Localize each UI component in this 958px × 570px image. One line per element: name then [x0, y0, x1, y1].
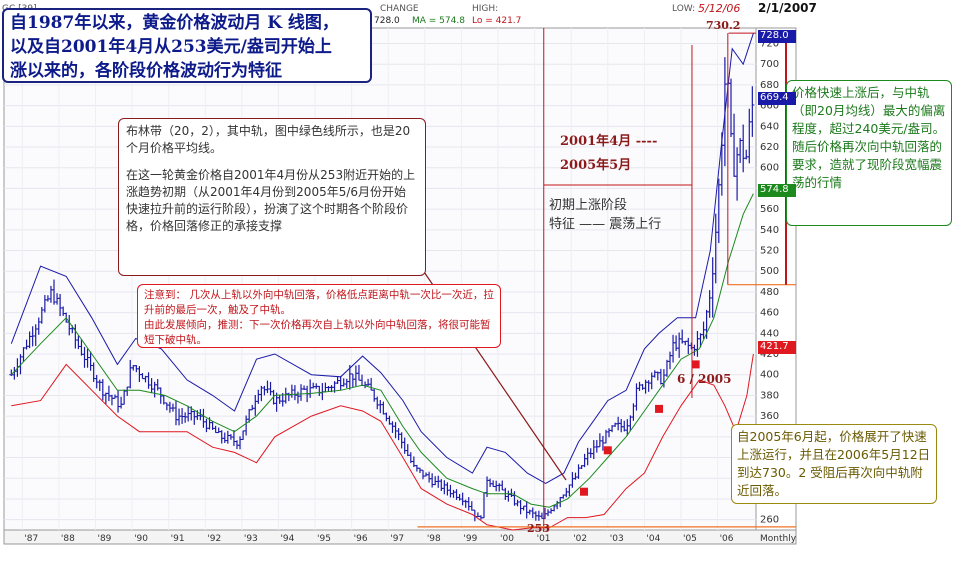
bollinger-bands: [10, 33, 754, 531]
early-stage-line2: 特征 —— 震荡上行: [549, 217, 662, 232]
period-label-line2: 2005年5月: [560, 158, 632, 173]
x-tick-label-1996: '96: [354, 534, 368, 544]
current-price-tag: 669.4: [758, 92, 796, 105]
attention-note-line2: 由此发展倾向，推测：下一次价格再次自上轨以外向中轨回落，将很可能暂短下破中轨。: [144, 319, 491, 346]
y-tick-label-560: 560: [760, 204, 779, 215]
x-tick-label-2006: '06: [720, 534, 734, 544]
x-tick-label-1994: '94: [280, 534, 294, 544]
y-tick-label-620: 620: [760, 142, 779, 153]
header-low-label: LOW:: [672, 4, 696, 14]
y-tick-label-440: 440: [760, 328, 779, 339]
x-tick-label-1990: '90: [134, 534, 148, 544]
title-line-1: 自1987年以来，黄金价格波动月 K 线图，: [10, 13, 339, 33]
bollinger-note-box: 布林带（20，2），其中轨，图中绿色线所示，也是20个月价格平均线。 在这一轮黄…: [118, 118, 426, 276]
y-tick-label-460: 460: [760, 308, 779, 319]
title-line-2: 以及自2001年4月从253美元/盎司开始上: [10, 37, 332, 57]
attention-note-line1: 注意到： 几次从上轨以外向中轨回落，价格低点距离中轨一次比一次近，拉升前的最后一…: [144, 289, 494, 316]
y-tick-label-260: 260: [760, 515, 779, 526]
title-line-3: 涨以来的，各阶段价格波动行为特征: [10, 61, 282, 81]
x-tick-label-2001: '01: [537, 534, 551, 544]
lower-band-tag: 421.7: [758, 341, 796, 354]
header-date-note: 5/12/06: [698, 2, 741, 15]
x-tick-label-1993: '93: [244, 534, 258, 544]
x-tick-label-1991: '91: [171, 534, 185, 544]
x-tick-label-1998: '98: [427, 534, 441, 544]
red-markers: [580, 360, 700, 496]
x-tick-label-1987: '87: [24, 534, 38, 544]
y-tick-label-500: 500: [760, 266, 779, 277]
deviation-note-box: 价格快速上涨后，与中轨（即20月均线）最大的偏离程度，超过240美元/盎司。随后…: [786, 80, 952, 226]
y-tick-label-520: 520: [760, 246, 779, 257]
plot-area: [3, 27, 757, 531]
title-box: 自1987年以来，黄金价格波动月 K 线图， 以及自2001年4月从253美元/…: [2, 8, 372, 83]
red-square-marker-1: [603, 446, 612, 455]
x-tick-label-1995: '95: [317, 534, 331, 544]
header-high-label: HIGH:: [472, 4, 499, 14]
x-tick-label-2005: '05: [683, 534, 697, 544]
header-change-label: CHANGE: [380, 4, 419, 14]
y-tick-label-540: 540: [760, 225, 779, 236]
middle-band-line: [10, 193, 754, 508]
y-tick-label-360: 360: [760, 411, 779, 422]
period-label: 2001年4月 ---- 2005年5月: [556, 132, 690, 176]
early-stage-line1: 初期上涨阶段: [549, 198, 628, 213]
x-tick-label-2000: '00: [500, 534, 514, 544]
red-square-marker-0: [580, 487, 589, 496]
upper-band-tag: 728.0: [758, 30, 796, 43]
x-tick-label-1999: '99: [463, 534, 477, 544]
y-tick-label-660: 660: [760, 101, 779, 112]
lower-band-line: [11, 353, 754, 531]
upper-band-line: [10, 33, 754, 484]
header-ma: MA = 574.8: [412, 16, 465, 26]
low-label: 253: [527, 522, 550, 535]
header-hi: 728.0: [374, 16, 400, 26]
x-tick-label-1988: '88: [61, 534, 75, 544]
middle-band-tag: 574.8: [758, 184, 796, 197]
header-lo: Lo = 421.7: [472, 16, 522, 26]
header-date: 2/1/2007: [758, 1, 817, 15]
x-axis: '87 '88 '89 '90 '91 '92 '93 '94 '95 '96 '97 '98 '99 '…: [24, 534, 796, 544]
red-square-marker-3: [691, 360, 700, 369]
y-tick-label-600: 600: [760, 163, 779, 174]
y-tick-label-700: 700: [760, 59, 779, 70]
time-axis-area: [3, 529, 797, 545]
x-tick-label-2004: '04: [646, 534, 660, 544]
y-tick-label-640: 640: [760, 121, 779, 132]
x-tick-label-2002: '02: [573, 534, 587, 544]
y-tick-label-380: 380: [760, 390, 779, 401]
early-stage-label: 初期上涨阶段 特征 —— 震荡上行: [545, 196, 691, 238]
x-tick-label-1989: '89: [97, 534, 111, 544]
y-tick-label-480: 480: [760, 287, 779, 298]
peak-label: 730.2: [706, 19, 741, 32]
y-tick-label-720: 720: [760, 39, 779, 50]
price-bars: [9, 57, 755, 522]
rally-note-box: 自2005年6月起，价格展开了快速上涨运行，并且在2006年5月12日到达730…: [731, 424, 937, 504]
y-tick-label-420: 420: [760, 349, 779, 360]
y-tick-label-680: 680: [760, 80, 779, 91]
bollinger-note-p1: 布林带（20，2），其中轨，图中绿色线所示，也是20个月价格平均线。: [126, 124, 411, 155]
attention-note-box: 注意到： 几次从上轨以外向中轨回落，价格低点距离中轨一次比一次近，拉升前的最后一…: [137, 284, 501, 348]
period-label-line1: 2001年4月 ----: [560, 134, 658, 149]
x-tick-label-monthly: Monthly: [760, 534, 797, 544]
deviation-note-text: 价格快速上涨后，与中轨（即20月均线）最大的偏离程度，超过240美元/盎司。随后…: [792, 85, 946, 190]
bollinger-note-p2: 在这一轮黄金价格自2001年4月份从253附近开始的上涨趋势初期（从2001年4…: [126, 168, 416, 233]
x-tick-label-1992: '92: [207, 534, 221, 544]
june-2005-label: 6 / 2005: [677, 372, 732, 386]
rally-note-text: 自2005年6月起，价格展开了快速上涨运行，并且在2006年5月12日到达730…: [737, 429, 931, 498]
x-tick-label-1997: '97: [390, 534, 404, 544]
x-tick-label-2003: '03: [610, 534, 624, 544]
red-square-marker-2: [655, 404, 664, 413]
y-tick-label-400: 400: [760, 370, 779, 381]
